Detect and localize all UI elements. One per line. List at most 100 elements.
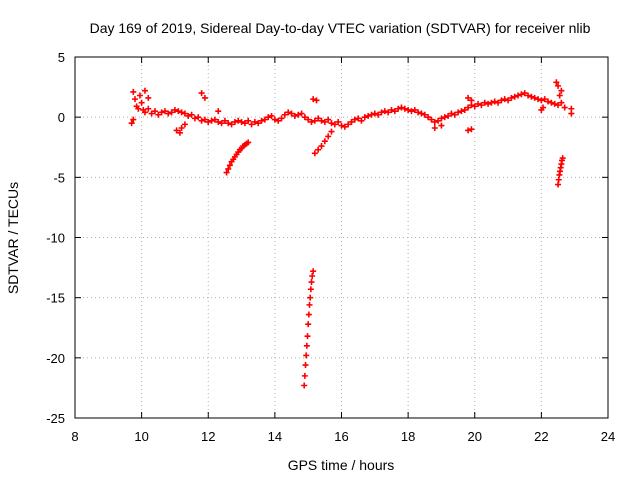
data-point xyxy=(438,122,445,129)
data-point xyxy=(161,108,168,115)
data-point xyxy=(428,116,435,123)
data-point xyxy=(181,110,188,117)
data-point xyxy=(295,111,302,118)
data-point xyxy=(351,116,358,123)
x-tick-label: 16 xyxy=(334,429,348,444)
data-point xyxy=(385,109,392,116)
data-point xyxy=(378,109,385,116)
data-point xyxy=(398,104,405,111)
y-tick-label: -20 xyxy=(46,351,65,366)
data-point xyxy=(305,321,312,328)
data-point xyxy=(485,100,492,107)
data-point xyxy=(525,92,532,99)
data-point xyxy=(171,106,178,113)
data-point xyxy=(185,112,192,119)
data-point xyxy=(301,372,308,379)
data-point xyxy=(515,92,522,99)
data-point xyxy=(173,127,180,134)
data-point xyxy=(261,116,268,123)
data-point xyxy=(178,124,185,131)
data-point xyxy=(421,111,428,118)
data-point xyxy=(540,104,547,111)
x-tick-label: 14 xyxy=(268,429,282,444)
data-point xyxy=(561,104,568,111)
x-tick-label: 18 xyxy=(401,429,415,444)
data-point xyxy=(308,118,315,125)
data-point xyxy=(528,93,535,100)
data-point xyxy=(241,120,248,127)
data-point xyxy=(431,118,438,125)
data-points xyxy=(128,79,575,389)
data-point xyxy=(251,118,258,125)
data-point xyxy=(465,104,472,111)
data-point xyxy=(358,117,365,124)
x-tick-label: 24 xyxy=(601,429,615,444)
data-point xyxy=(298,110,305,117)
data-point xyxy=(311,150,318,157)
data-point xyxy=(255,120,262,127)
data-point xyxy=(355,115,362,122)
data-point xyxy=(148,110,155,117)
data-point xyxy=(306,301,313,308)
data-point xyxy=(408,108,415,115)
data-point xyxy=(145,105,152,112)
data-point xyxy=(475,100,482,107)
data-point xyxy=(313,97,320,104)
data-point xyxy=(238,118,245,125)
data-point xyxy=(226,162,233,169)
data-point xyxy=(375,111,382,118)
data-point xyxy=(271,116,278,123)
data-point xyxy=(181,121,188,128)
data-point xyxy=(458,108,465,115)
data-point xyxy=(302,362,309,369)
y-tick-label: 0 xyxy=(58,110,65,125)
data-point xyxy=(141,109,148,116)
data-point xyxy=(165,110,172,117)
data-point xyxy=(431,124,438,131)
data-point xyxy=(158,109,165,116)
data-point xyxy=(551,100,558,107)
data-point xyxy=(291,112,298,119)
series-3 xyxy=(555,155,566,188)
series-0 xyxy=(130,88,575,130)
data-point xyxy=(391,108,398,115)
data-point xyxy=(395,105,402,112)
data-point xyxy=(535,96,542,103)
data-point xyxy=(328,128,335,135)
x-tick-label: 22 xyxy=(534,429,548,444)
data-point xyxy=(305,311,312,318)
data-point xyxy=(465,94,472,101)
data-point xyxy=(559,155,566,162)
data-point xyxy=(218,120,225,127)
data-point xyxy=(131,96,138,103)
data-point xyxy=(501,96,508,103)
data-point xyxy=(310,96,317,103)
data-point xyxy=(325,116,332,123)
data-point xyxy=(505,97,512,104)
data-point xyxy=(315,146,322,153)
data-point xyxy=(191,115,198,122)
data-point xyxy=(304,333,311,340)
data-point xyxy=(278,115,285,122)
data-point xyxy=(309,273,316,280)
data-point xyxy=(141,87,148,94)
data-point xyxy=(215,118,222,125)
data-point xyxy=(438,115,445,122)
data-point xyxy=(361,114,368,121)
series-4 xyxy=(128,79,575,157)
data-point xyxy=(555,82,562,89)
x-tick-label: 12 xyxy=(201,429,215,444)
data-point xyxy=(538,97,545,104)
data-point xyxy=(198,117,205,124)
data-point xyxy=(461,106,468,113)
data-point xyxy=(381,108,388,115)
data-point xyxy=(235,117,242,124)
data-point xyxy=(518,91,525,98)
data-point xyxy=(541,96,548,103)
data-point xyxy=(328,120,335,127)
data-point xyxy=(365,112,372,119)
data-point xyxy=(325,133,332,140)
data-point xyxy=(491,98,498,105)
data-point xyxy=(488,99,495,106)
data-point xyxy=(425,114,432,121)
